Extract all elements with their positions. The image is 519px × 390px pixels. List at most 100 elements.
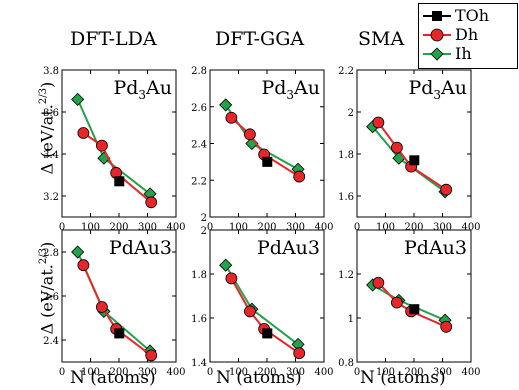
legend-label-toh: TOh (455, 6, 490, 25)
legend-item-toh: TOh (423, 6, 517, 25)
panel-dft-lda-pdau3: 0 100 200 300 400 2.4 2.6 2.8 PdAu3 (43, 229, 186, 378)
data-point-toh (262, 156, 273, 167)
x-tick-label: 0 (59, 222, 65, 233)
composition-label: Pd3Au (261, 77, 320, 102)
y-tick-label: 1.6 (191, 314, 207, 325)
y-tick-label: 2.2 (338, 66, 354, 77)
x-tick-label: 400 (461, 367, 480, 378)
data-point-toh (409, 155, 420, 166)
y-tick-label: 3.2 (43, 192, 59, 203)
data-point-dh (440, 183, 453, 196)
data-point-ih (71, 92, 85, 106)
data-point-dh (372, 116, 385, 129)
x-tick-label: 200 (109, 222, 128, 233)
data-point-dh (390, 296, 403, 309)
x-tick-label: 400 (461, 222, 480, 233)
composition-label: Pd3Au (408, 77, 467, 102)
y-tick-label: 2 (201, 213, 207, 224)
column-title-gga: DFT-GGA (215, 28, 305, 50)
y-tick-label: 2.8 (43, 248, 59, 259)
data-point-dh (440, 320, 453, 333)
data-point-toh (262, 328, 273, 339)
x-tick-label: 200 (257, 367, 276, 378)
data-point-dh (293, 347, 306, 360)
x-tick-label: 0 (354, 222, 360, 233)
series-line-ih (76, 98, 151, 195)
y-tick-label: 1.8 (338, 150, 354, 161)
legend-label-ih: Ih (455, 44, 472, 63)
x-tick-label: 0 (207, 367, 213, 378)
data-point-dh (145, 349, 158, 362)
data-point-dh (225, 272, 238, 285)
x-tick-label: 100 (376, 367, 395, 378)
series-line-dh (82, 264, 152, 357)
y-tick-label: 3.4 (43, 150, 59, 161)
y-tick-label: 2 (201, 226, 207, 237)
series-line-dh (230, 117, 300, 178)
data-point-dh (293, 170, 306, 183)
data-point-dh (390, 141, 403, 154)
y-tick-label: 2 (348, 108, 354, 119)
data-point-dh (77, 127, 90, 139)
column-title-lda: DFT-LDA (70, 28, 157, 50)
y-tick-label: 2.4 (191, 140, 207, 151)
x-tick-label: 200 (109, 367, 128, 378)
composition-label: PdAu3 (109, 237, 172, 259)
data-point-ih (219, 258, 233, 272)
data-point-dh (372, 276, 385, 289)
x-tick-label: 100 (81, 367, 100, 378)
legend: TOh Dh Ih (418, 3, 518, 69)
series-line-dh (82, 132, 152, 204)
y-tick-label: 1.4 (191, 358, 207, 369)
y-tick-label: 2.6 (191, 103, 207, 114)
data-point-dh (243, 305, 256, 318)
legend-item-ih: Ih (423, 44, 517, 63)
y-tick-label: 1.2 (338, 270, 354, 281)
y-tick-label: 2.2 (191, 176, 207, 187)
panel-sma-pdau3: 0 100 200 300 400 0.8 1 1.2 PdAu3 (338, 229, 481, 378)
x-tick-label: 300 (433, 222, 452, 233)
composition-label: Pd3Au (113, 77, 172, 102)
x-tick-label: 300 (433, 367, 452, 378)
data-point-toh (114, 176, 125, 187)
y-tick-label: 2.8 (191, 66, 207, 77)
y-tick-label: 1 (348, 314, 354, 325)
x-tick-label: 100 (376, 222, 395, 233)
panel-dft-gga-pdau3: 0 100 200 300 400 1.4 1.6 1.8 2 PdAu3 (191, 226, 333, 378)
x-tick-label: 100 (229, 367, 248, 378)
x-tick-label: 300 (138, 367, 157, 378)
y-tick-label: 3.6 (43, 108, 59, 119)
y-tick-label: 3.8 (43, 66, 59, 77)
data-point-toh (409, 304, 420, 315)
series-line-dh (377, 282, 447, 328)
composition-label: PdAu3 (404, 237, 467, 259)
panel-dft-gga-pd3au: 0 100 200 300 400 2 2.2 2.4 2.6 2.8 Pd3Au (191, 66, 333, 233)
x-tick-label: 300 (286, 222, 305, 233)
x-tick-label: 300 (286, 367, 305, 378)
data-point-dh (77, 259, 90, 272)
data-point-dh (145, 196, 158, 209)
series-line-dh (230, 277, 300, 355)
data-point-dh (96, 139, 108, 152)
x-tick-label: 400 (166, 222, 185, 233)
data-point-dh (96, 301, 108, 313)
x-tick-label: 0 (59, 367, 65, 378)
column-title-sma: SMA (358, 28, 405, 50)
x-tick-label: 0 (207, 222, 213, 233)
legend-item-dh: Dh (423, 25, 517, 44)
x-axis-label-gga: N (atoms) (216, 368, 302, 388)
x-tick-label: 400 (314, 367, 333, 378)
y-tick-label: 1.6 (338, 192, 354, 203)
composition-label: PdAu3 (257, 237, 320, 259)
legend-marker-square-icon (423, 11, 451, 21)
legend-marker-diamond-icon (423, 47, 451, 61)
data-point-toh (114, 328, 125, 339)
x-tick-label: 200 (404, 222, 423, 233)
x-axis-label-sma: N (atoms) (360, 368, 446, 388)
x-tick-label: 400 (314, 222, 333, 233)
y-tick-label: 2.4 (43, 336, 59, 347)
data-point-ih (219, 98, 233, 112)
data-point-dh (243, 128, 256, 141)
